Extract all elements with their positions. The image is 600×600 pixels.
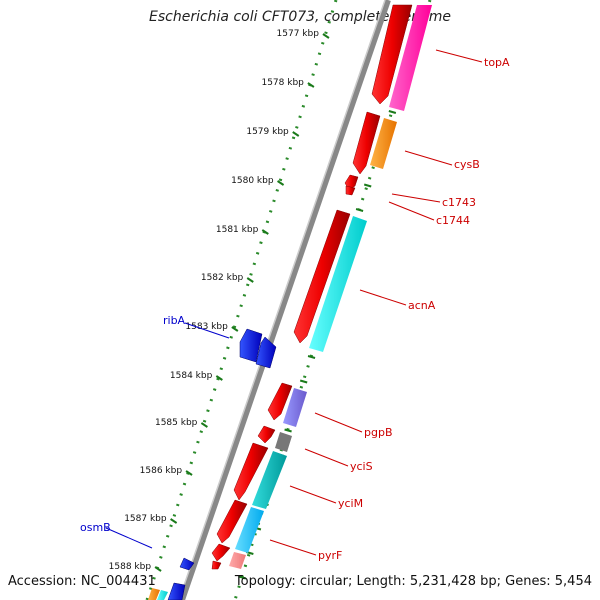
gene-osmB-2[interactable] bbox=[167, 582, 186, 600]
inner-ruler-tick bbox=[299, 379, 308, 384]
block-cysB-orange[interactable] bbox=[370, 118, 397, 169]
label-leaders bbox=[105, 49, 483, 556]
label-c1744[interactable]: c1744 bbox=[436, 214, 470, 227]
ruler-major-tick bbox=[154, 566, 162, 572]
block-pyrF-sky[interactable] bbox=[235, 507, 264, 553]
inner-ruler-tick bbox=[284, 428, 292, 433]
gene-pyrF[interactable] bbox=[211, 543, 231, 562]
topology-label: Topology: circular; Length: 5,231,428 bp… bbox=[234, 574, 592, 589]
block-yciM-teal[interactable] bbox=[252, 451, 287, 509]
leader-cysB bbox=[404, 150, 453, 166]
ruler-major-tick bbox=[307, 82, 315, 88]
block-topA-pink[interactable] bbox=[389, 5, 432, 111]
label-pgpB[interactable]: pgpB bbox=[364, 426, 393, 439]
gene-yciM[interactable] bbox=[233, 442, 269, 501]
label-topA[interactable]: topA bbox=[484, 56, 510, 69]
ruler-kbp-label: 1587 kbp bbox=[124, 514, 167, 524]
backbone bbox=[179, 0, 391, 600]
label-ribA[interactable]: ribA bbox=[163, 314, 186, 327]
block-yciS-gray[interactable] bbox=[275, 432, 292, 452]
leader-pgpB bbox=[314, 412, 363, 433]
leader-c1743 bbox=[391, 193, 441, 203]
ruler-major-tick bbox=[170, 518, 178, 524]
inner-ruler-tick bbox=[238, 575, 247, 580]
backbone-highlight bbox=[178, 0, 386, 600]
leader-acnA bbox=[359, 289, 407, 306]
block-acnA-cyan[interactable] bbox=[309, 216, 367, 352]
ruler-major-tick bbox=[322, 33, 330, 39]
ruler-kbp-label: 1584 kbp bbox=[170, 371, 213, 381]
feature-blocks bbox=[229, 5, 432, 569]
gene-pgpB[interactable] bbox=[267, 382, 293, 421]
ruler-kbp-label: 1586 kbp bbox=[140, 466, 183, 476]
leader-pyrF bbox=[269, 539, 317, 556]
inner-ruler-tick bbox=[363, 183, 372, 188]
label-osmB[interactable]: osmB bbox=[80, 521, 111, 534]
ruler-major-tick bbox=[277, 180, 285, 186]
block-pyrF-salmon[interactable] bbox=[229, 552, 246, 569]
ruler-major-tick bbox=[261, 229, 269, 235]
ruler-major-tick bbox=[292, 131, 300, 137]
ruler-kbp-label: 1582 kbp bbox=[201, 273, 244, 283]
inner-ruler-tick bbox=[388, 110, 397, 114]
ruler-major-tick bbox=[215, 375, 223, 381]
inner-ruler-tick bbox=[355, 208, 364, 212]
block-pgpB-purple[interactable] bbox=[283, 388, 307, 427]
gene-cysB[interactable] bbox=[352, 111, 381, 175]
leader-osmB bbox=[105, 527, 153, 549]
label-pyrF[interactable]: pyrF bbox=[318, 549, 342, 562]
ruler-major-tick bbox=[246, 277, 254, 283]
ruler-kbp-label: 1579 kbp bbox=[246, 127, 289, 137]
leader-yciS bbox=[304, 448, 349, 467]
label-yciM[interactable]: yciM bbox=[338, 497, 363, 510]
ruler-ticks bbox=[154, 12, 430, 580]
gene-pyrF-2[interactable] bbox=[211, 560, 222, 570]
label-cysB[interactable]: cysB bbox=[454, 158, 480, 171]
accession-label: Accession: NC_004431 bbox=[8, 574, 156, 589]
label-c1743[interactable]: c1743 bbox=[442, 196, 476, 209]
reverse-genes bbox=[148, 328, 277, 600]
gene-yciS[interactable] bbox=[257, 425, 276, 444]
ruler-major-tick bbox=[231, 326, 239, 332]
label-acnA[interactable]: acnA bbox=[408, 299, 436, 312]
ruler-kbp-label: 1585 kbp bbox=[155, 418, 198, 428]
inner-ruler-tick bbox=[307, 355, 316, 359]
ruler-kbp-label: 1581 kbp bbox=[216, 225, 259, 235]
ruler-major-tick bbox=[185, 470, 193, 476]
gene-ribA-2[interactable] bbox=[255, 336, 277, 369]
gene-yciM-2[interactable] bbox=[216, 499, 248, 544]
ruler-kbp-label: 1580 kbp bbox=[231, 176, 274, 186]
gene-osmB-cyan[interactable] bbox=[157, 590, 168, 600]
gene-osmB-orange[interactable] bbox=[148, 588, 160, 600]
forward-genes bbox=[211, 4, 413, 570]
gene-name-labels: topA cysB c1743 c1744 acnA pgpB yciS yci… bbox=[80, 56, 510, 562]
gene-topA[interactable] bbox=[371, 4, 413, 105]
leader-c1744 bbox=[388, 201, 435, 221]
ruler-kbp-label: 1583 kbp bbox=[185, 322, 228, 332]
leader-yciM bbox=[289, 485, 337, 504]
map-title: Escherichia coli CFT073, complete genome bbox=[149, 9, 451, 25]
ruler-kbp-label: 1588 kbp bbox=[109, 562, 152, 572]
gene-acnA[interactable] bbox=[293, 209, 351, 344]
gene-ribA[interactable] bbox=[239, 328, 263, 363]
ruler-major-tick bbox=[200, 422, 208, 428]
gene-osmB[interactable] bbox=[179, 557, 195, 571]
leader-ribA bbox=[184, 322, 230, 339]
gene-c1744[interactable] bbox=[345, 185, 356, 196]
label-yciS[interactable]: yciS bbox=[350, 460, 373, 473]
ruler-kbp-label: 1578 kbp bbox=[261, 78, 304, 88]
ruler-labels: 1577 kbp 1578 kbp 1579 kbp 1580 kbp 1581 kbp… bbox=[109, 29, 320, 572]
leader-topA bbox=[435, 49, 483, 63]
ruler-kbp-label: 1577 kbp bbox=[277, 29, 320, 39]
